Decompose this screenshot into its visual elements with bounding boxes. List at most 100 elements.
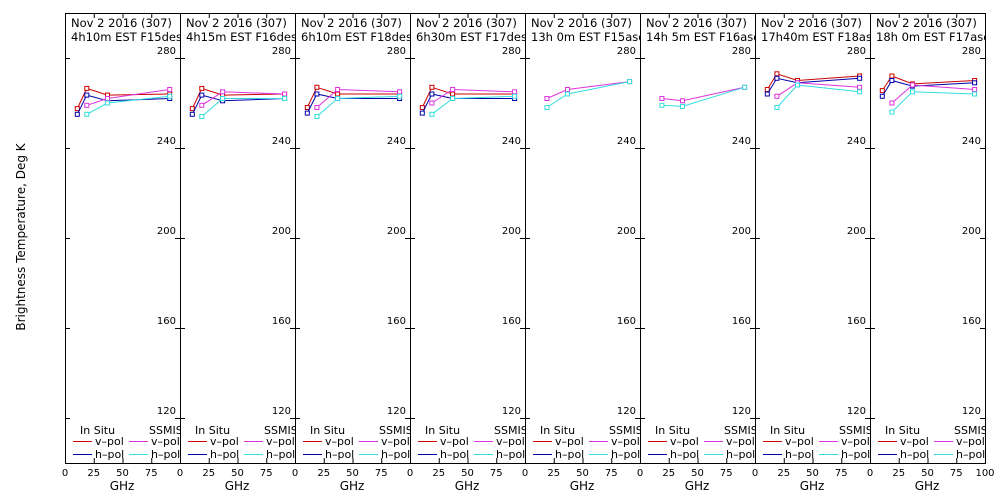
data-point-ssmis_v [282,91,288,97]
x-tick-label: 50 [346,468,359,479]
panel-title-date: Nov 2 2016 (307) [646,16,747,30]
y-tick-label: 160 [617,316,636,327]
legend-label-insitu_v: v–pol [325,435,354,448]
legend-label-insitu_v: v–pol [670,435,699,448]
panel-4: Nov 2 2016 (307)6h30m EST F17des 120 160 20… [407,13,526,493]
legend-header-ssmis: SSMIS [264,424,298,437]
x-axis-label: GHz [915,479,940,493]
y-tick-label: 160 [732,316,751,327]
legend-label-insitu_h: h–pol [785,448,814,461]
x-tick-label: 75 [260,468,273,479]
x-axis-label: GHz [340,479,365,493]
series-line-insitu_h [766,77,860,95]
legend-label-ssmis_h: h–pol [381,448,410,461]
y-tick-label: 200 [272,226,291,237]
y-tick-label: 280 [387,46,406,57]
x-axis-label: GHz [110,479,135,493]
legend-label-ssmis_v: v–pol [956,435,985,448]
data-point-ssmis_h [659,102,665,108]
series-line-insitu_v [191,87,285,109]
data-point-insitu_v [774,71,780,77]
legend-header-ssmis: SSMIS [379,424,413,437]
panel-title-date: Nov 2 2016 (307) [531,16,632,30]
panel-3: Nov 2 2016 (307)6h10m EST F18des 120 160 20… [292,13,413,493]
legend-label-insitu_v: v–pol [555,435,584,448]
data-point-ssmis_h [544,105,550,110]
y-tick-label: 280 [272,46,291,57]
y-tick-label: 120 [732,406,751,417]
x-axis-label: GHz [800,479,825,493]
data-point-ssmis_v [335,87,341,92]
x-tick-label: 0 [62,468,68,479]
data-point-insitu_v [314,84,320,90]
x-tick-label: 75 [605,468,618,479]
data-point-insitu_h [429,91,435,97]
y-tick-label: 200 [502,226,521,237]
y-tick-label: 120 [157,406,176,417]
legend-header-ssmis: SSMIS [839,424,873,437]
x-tick-label: 50 [921,468,934,479]
x-tick-label: 75 [835,468,848,479]
y-tick-label: 240 [502,136,521,147]
panel-frame [410,13,526,464]
data-point-insitu_h [314,91,320,97]
data-point-insitu_v [74,106,80,112]
panel-title-time: 17h40m EST F18asc [761,30,878,44]
panel-frame [640,13,756,464]
panel-title-date: Nov 2 2016 (307) [761,16,862,30]
data-point-ssmis_v [972,87,978,92]
data-point-ssmis_h [774,105,780,110]
x-tick-label: 25 [547,468,560,479]
series-line-ssmis_h [546,81,630,108]
x-tick-label: 75 [375,468,388,479]
data-point-ssmis_v [680,98,685,104]
legend-header-insitu: In Situ [80,424,115,437]
x-tick-label: 50 [806,468,819,479]
x-tick-label: 25 [777,468,790,479]
y-tick-label: 280 [847,46,866,57]
y-tick-label: 160 [502,316,521,327]
data-point-ssmis_v [314,105,320,110]
panel-title-time: 14h 5m EST F16asc [646,30,760,44]
data-point-ssmis_h [450,96,456,101]
data-point-ssmis_v [889,100,895,106]
series-line-insitu_v [766,73,860,90]
data-point-ssmis_v [565,87,570,92]
panel-5: Nov 2 2016 (307)13h 0m EST F15asc 120 160 2… [522,13,641,493]
legend-label-ssmis_h: h–pol [726,448,755,461]
panel-title-time: 18h 0m EST F17asc [876,30,990,44]
series-line-ssmis_h [316,95,400,117]
panel-6: Nov 2 2016 (307)14h 5m EST F16asc 120 160 2… [637,13,760,493]
data-point-insitu_v [419,105,425,110]
data-point-insitu_v [189,106,195,112]
data-point-insitu_v [304,105,310,110]
data-point-ssmis_v [450,87,456,92]
legend-label-insitu_h: h–pol [670,448,699,461]
legend-header-insitu: In Situ [310,424,345,437]
data-point-ssmis_v [774,93,780,99]
panel-title-time: 6h10m EST F18des [301,30,412,44]
y-tick-label: 160 [962,316,981,327]
legend-label-insitu_v: v–pol [210,435,239,448]
x-tick-label: 50 [116,468,129,479]
data-point-ssmis_v [857,84,863,90]
legend-label-ssmis_v: v–pol [611,435,640,448]
data-point-ssmis_h [972,91,978,97]
y-tick-label: 280 [617,46,636,57]
legend-label-insitu_h: h–pol [900,448,929,461]
legend-label-ssmis_h: h–pol [151,448,180,461]
legend-header-ssmis: SSMIS [724,424,758,437]
y-tick-label: 240 [617,136,636,147]
legend-header-insitu: In Situ [195,424,230,437]
panel-title-date: Nov 2 2016 (307) [71,16,172,30]
legend-label-ssmis_h: h–pol [841,448,870,461]
legend-header-insitu: In Situ [425,424,460,437]
data-point-ssmis_v [544,96,550,101]
legend-header-ssmis: SSMIS [149,424,183,437]
x-tick-label: 0 [867,468,873,479]
legend-label-ssmis_h: h–pol [266,448,295,461]
x-tick-label: 0 [637,468,643,479]
series-line-insitu_h [881,79,975,97]
